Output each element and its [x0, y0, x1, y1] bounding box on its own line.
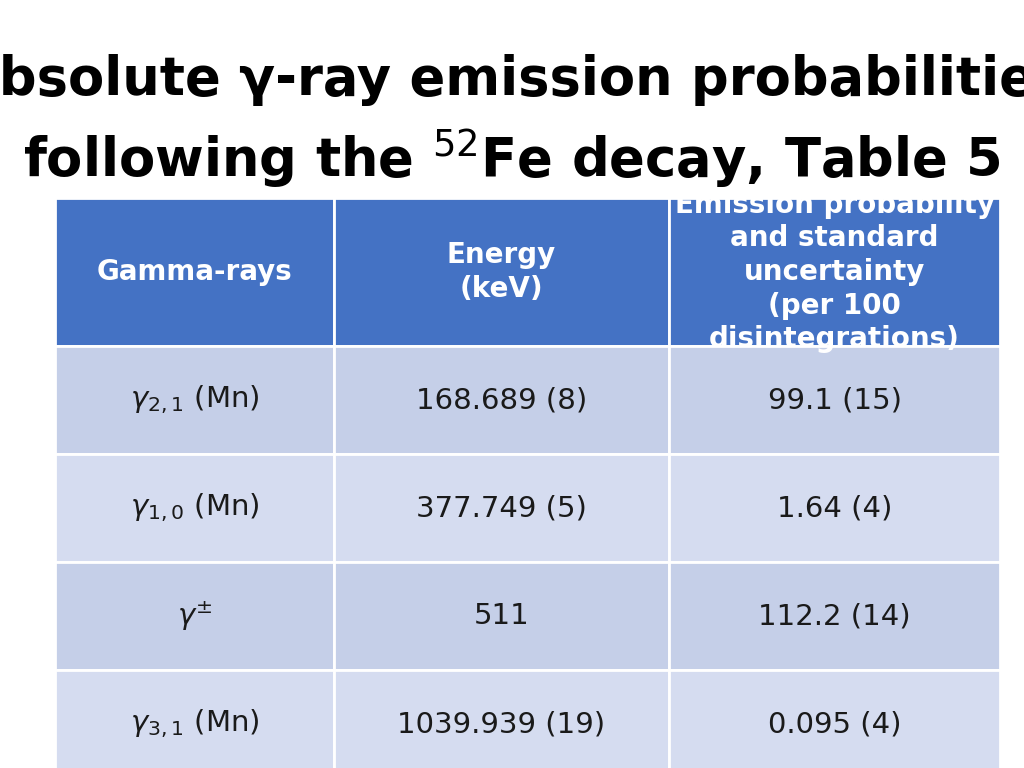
Text: $\gamma_{1,0}$ (Mn): $\gamma_{1,0}$ (Mn) [130, 492, 259, 525]
Bar [670, 346, 1000, 454]
Text: 0.095 (4): 0.095 (4) [768, 710, 901, 738]
Text: 377.749 (5): 377.749 (5) [416, 494, 587, 522]
Bar [334, 454, 670, 562]
Bar [670, 454, 1000, 562]
Bar [334, 562, 670, 670]
Bar [334, 346, 670, 454]
Text: $\gamma^{\pm}$: $\gamma^{\pm}$ [177, 599, 212, 633]
Text: following the $^{52}$Fe decay, Table 5: following the $^{52}$Fe decay, Table 5 [24, 127, 1000, 190]
Bar [55, 454, 334, 562]
Text: $\gamma_{2,1}$ (Mn): $\gamma_{2,1}$ (Mn) [130, 384, 259, 416]
Bar [334, 670, 670, 768]
Text: 112.2 (14): 112.2 (14) [759, 602, 911, 630]
Text: 1039.939 (19): 1039.939 (19) [397, 710, 605, 738]
Text: 511: 511 [474, 602, 529, 630]
Bar [55, 346, 334, 454]
Text: Energy
(keV): Energy (keV) [446, 241, 556, 303]
Bar [670, 670, 1000, 768]
Text: 1.64 (4): 1.64 (4) [777, 494, 892, 522]
Bar [55, 670, 334, 768]
Bar [670, 198, 1000, 346]
Bar [670, 562, 1000, 670]
Text: 99.1 (15): 99.1 (15) [768, 386, 901, 414]
Bar [55, 198, 334, 346]
Bar [55, 562, 334, 670]
Text: Absolute γ-ray emission probabilities: Absolute γ-ray emission probabilities [0, 54, 1024, 106]
Text: 168.689 (8): 168.689 (8) [416, 386, 587, 414]
Text: Gamma-rays: Gamma-rays [96, 258, 292, 286]
Text: $\gamma_{3,1}$ (Mn): $\gamma_{3,1}$ (Mn) [130, 707, 259, 740]
Text: Emission probability
and standard
uncertainty
(per 100
disintegrations): Emission probability and standard uncert… [675, 191, 994, 353]
Bar [334, 198, 670, 346]
